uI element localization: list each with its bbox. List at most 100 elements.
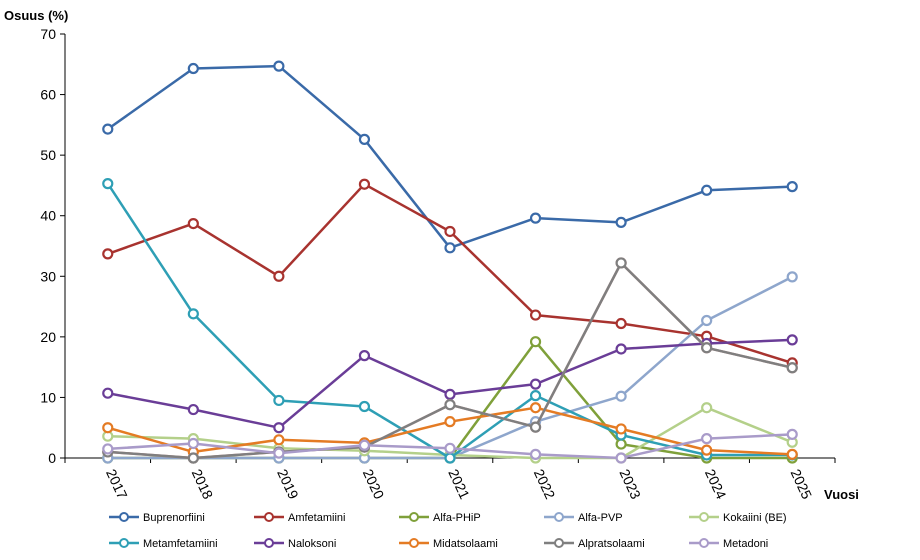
series-alfa-pvp bbox=[102, 271, 798, 464]
data-point bbox=[615, 452, 627, 464]
legend-swatch-marker bbox=[554, 512, 564, 522]
data-point bbox=[187, 437, 199, 450]
legend-label: Midatsolaami bbox=[433, 538, 498, 550]
legend-label: Naloksoni bbox=[288, 538, 336, 550]
x-tick-label: 2020 bbox=[360, 467, 388, 502]
data-point bbox=[102, 422, 114, 434]
data-point bbox=[358, 439, 371, 451]
data-point bbox=[786, 428, 798, 440]
x-tick-label: 2024 bbox=[702, 467, 730, 502]
x-tick-label: 2025 bbox=[788, 467, 816, 502]
data-point bbox=[187, 452, 199, 464]
legend-label: Kokaiini (BE) bbox=[723, 512, 787, 524]
data-point bbox=[786, 181, 798, 193]
series-naloksoni bbox=[102, 334, 798, 434]
data-point bbox=[102, 387, 114, 399]
data-point bbox=[529, 421, 542, 433]
data-point bbox=[273, 422, 285, 434]
data-point bbox=[273, 394, 285, 407]
legend-item: Kokaiini (BE) bbox=[689, 512, 787, 524]
data-point bbox=[273, 270, 285, 282]
series-alpratsolaami bbox=[102, 257, 798, 464]
data-point bbox=[102, 248, 114, 260]
legend-label: Alfa-PHiP bbox=[433, 512, 481, 524]
x-tick-label: 2022 bbox=[531, 467, 559, 502]
data-point bbox=[444, 442, 456, 454]
data-point bbox=[444, 388, 456, 400]
legend-item: Naloksoni bbox=[254, 538, 336, 550]
data-point bbox=[701, 402, 713, 414]
data-point bbox=[701, 342, 713, 354]
y-tick-label: 60 bbox=[40, 87, 56, 103]
data-point bbox=[444, 416, 456, 428]
data-point bbox=[615, 317, 627, 330]
data-point bbox=[358, 350, 371, 362]
legend-item: Alfa-PVP bbox=[544, 512, 623, 524]
legend-label: Metamfetamiini bbox=[143, 538, 218, 550]
legend-swatch-marker bbox=[264, 538, 274, 548]
data-point bbox=[358, 178, 371, 190]
data-point bbox=[187, 308, 199, 320]
data-point bbox=[701, 444, 713, 456]
data-point bbox=[529, 336, 542, 348]
data-point bbox=[358, 133, 371, 145]
data-point bbox=[615, 390, 627, 402]
y-tick-label: 30 bbox=[40, 268, 56, 284]
x-tick-label: 2023 bbox=[616, 467, 644, 502]
data-point bbox=[444, 452, 456, 464]
legend-item: Alfa-PHiP bbox=[399, 512, 481, 524]
legend: Buprenorfiini Amfetamiini Alfa-PHiP Alfa-PV… bbox=[109, 512, 787, 550]
data-point bbox=[701, 314, 713, 327]
legend-swatch-marker bbox=[409, 512, 419, 522]
data-point bbox=[444, 225, 456, 238]
legend-item: Amfetamiini bbox=[254, 512, 345, 524]
data-point bbox=[786, 271, 798, 283]
data-point bbox=[273, 60, 285, 72]
series-metadoni bbox=[102, 428, 798, 464]
series-amfetamiini bbox=[102, 178, 798, 369]
data-point bbox=[529, 212, 542, 224]
x-tick-label: 2019 bbox=[274, 467, 302, 502]
data-point bbox=[273, 447, 285, 459]
data-point bbox=[786, 448, 798, 460]
series-line bbox=[107, 261, 793, 460]
legend-label: Metadoni bbox=[723, 538, 768, 550]
legend-swatch-marker bbox=[554, 538, 564, 548]
legend-item: Midatsolaami bbox=[399, 538, 498, 550]
data-point bbox=[187, 62, 199, 75]
x-tick-label: 2018 bbox=[189, 467, 217, 502]
data-point bbox=[102, 443, 114, 455]
data-point bbox=[529, 402, 542, 414]
data-point bbox=[701, 184, 713, 196]
data-point bbox=[615, 257, 627, 269]
data-point bbox=[358, 400, 371, 413]
series-layer bbox=[102, 60, 798, 464]
data-point bbox=[615, 216, 627, 228]
data-point bbox=[701, 433, 713, 445]
y-tick-label: 50 bbox=[40, 147, 56, 163]
data-point bbox=[444, 399, 456, 411]
y-tick-label: 10 bbox=[40, 389, 56, 405]
legend-label: Amfetamiini bbox=[288, 512, 345, 524]
data-point bbox=[102, 178, 114, 190]
series-line bbox=[107, 261, 793, 460]
data-point bbox=[529, 448, 542, 460]
legend-swatch-marker bbox=[409, 538, 419, 548]
legend-label: Alfa-PVP bbox=[578, 512, 623, 524]
data-point bbox=[529, 378, 542, 390]
legend-swatch-marker bbox=[264, 512, 274, 522]
y-tick-label: 70 bbox=[40, 26, 56, 42]
legend-item: Alpratsolaami bbox=[544, 538, 645, 550]
y-tick-label: 40 bbox=[40, 208, 56, 224]
series-line bbox=[107, 338, 793, 429]
legend-swatch-marker bbox=[699, 538, 709, 548]
data-point bbox=[786, 362, 798, 374]
y-axis-title: Osuus (%) bbox=[4, 8, 68, 23]
legend-item: Metamfetamiini bbox=[109, 538, 218, 550]
legend-item: Metadoni bbox=[689, 538, 768, 550]
data-point bbox=[102, 123, 114, 135]
legend-swatch-marker bbox=[119, 538, 129, 548]
data-point bbox=[444, 242, 456, 254]
legend-item: Buprenorfiini bbox=[109, 512, 205, 524]
